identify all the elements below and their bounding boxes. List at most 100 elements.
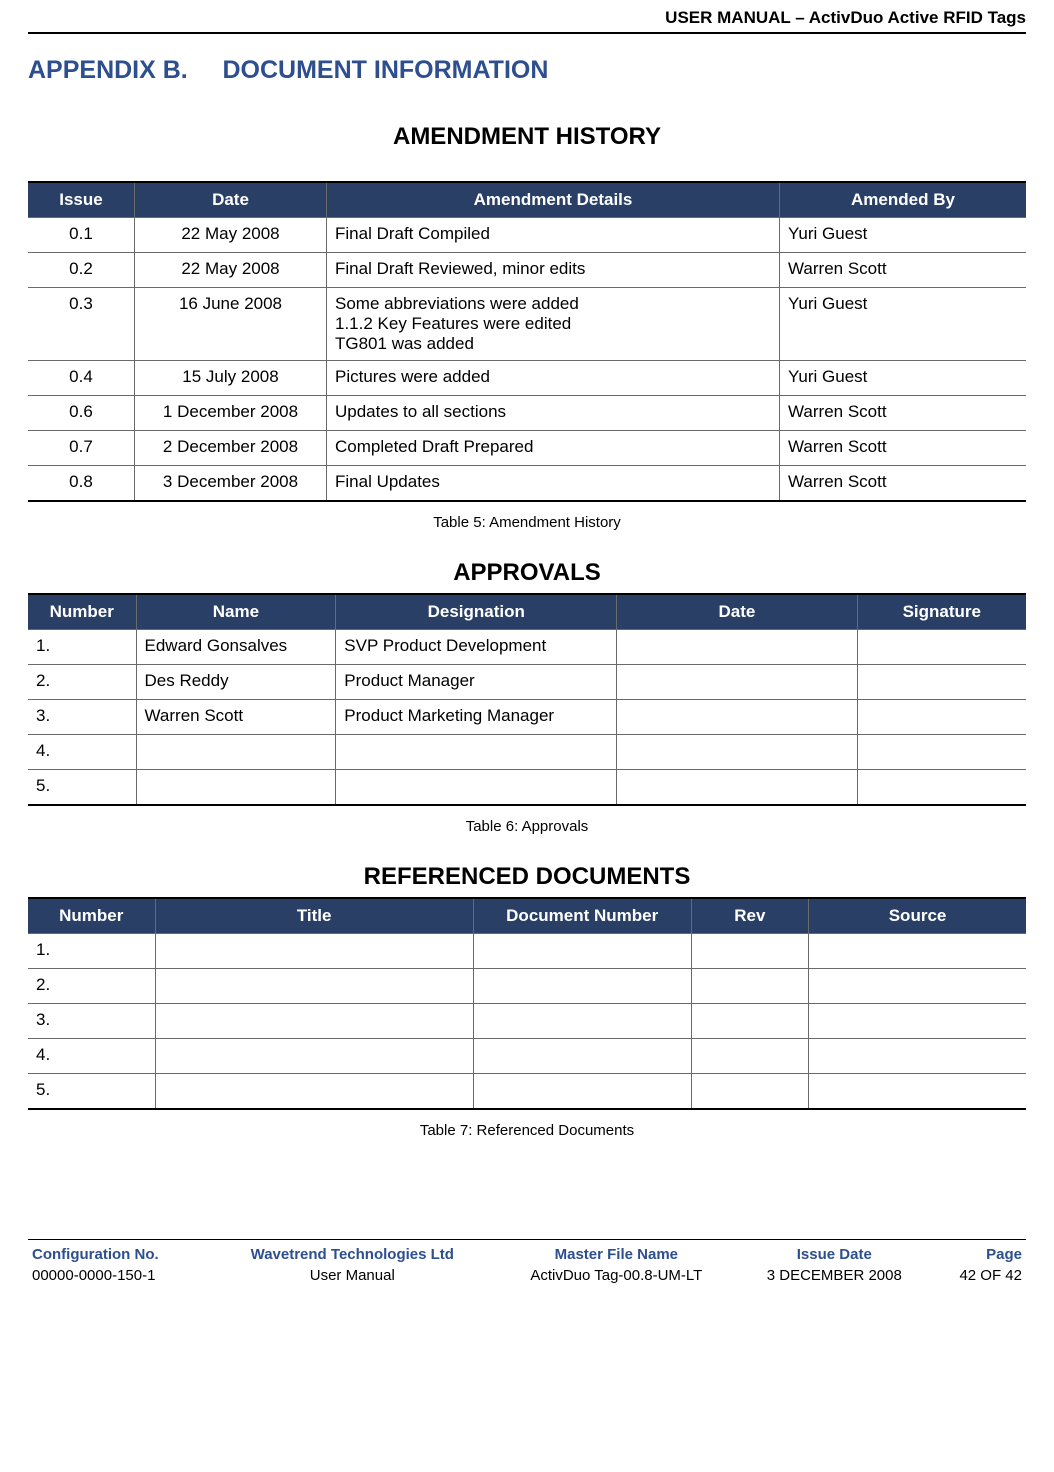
approvals-table: Number Name Designation Date Signature 1… (28, 593, 1026, 806)
cell-name (136, 770, 336, 806)
table-row: 2.Des ReddyProduct Manager (28, 665, 1026, 700)
cell-number: 4. (28, 735, 136, 770)
cell-number: 2. (28, 665, 136, 700)
cell-number: 5. (28, 770, 136, 806)
table-row: 5. (28, 1074, 1026, 1110)
cell-number: 3. (28, 700, 136, 735)
col-date: Date (617, 594, 857, 630)
cell-name (136, 735, 336, 770)
col-number: Number (28, 594, 136, 630)
footer-label-page: Page (931, 1244, 1026, 1265)
footer-values-row: 00000-0000-150-1 User Manual ActivDuo Ta… (28, 1265, 1026, 1286)
footer-label-company: Wavetrend Technologies Ltd (210, 1244, 495, 1265)
referenced-caption: Table 7: Referenced Documents (28, 1122, 1026, 1139)
col-signature: Signature (857, 594, 1026, 630)
col-title: Title (155, 898, 473, 934)
cell-rev (691, 934, 808, 969)
table-row: 0.222 May 2008Final Draft Reviewed, mino… (28, 253, 1026, 288)
cell-date: 16 June 2008 (135, 288, 327, 361)
footer-value-master: ActivDuo Tag-00.8-UM-LT (495, 1265, 738, 1286)
footer-table: Configuration No. Wavetrend Technologies… (28, 1244, 1026, 1286)
table-row: 0.415 July 2008Pictures were addedYuri G… (28, 361, 1026, 396)
col-docnum: Document Number (473, 898, 691, 934)
table-row: 2. (28, 969, 1026, 1004)
cell-details: Pictures were added (327, 361, 780, 396)
cell-title (155, 1039, 473, 1074)
cell-name: Edward Gonsalves (136, 630, 336, 665)
cell-rev (691, 1004, 808, 1039)
cell-date: 22 May 2008 (135, 218, 327, 253)
footer-value-issue-date: 3 DECEMBER 2008 (738, 1265, 931, 1286)
cell-by: Warren Scott (780, 466, 1027, 502)
col-source: Source (809, 898, 1026, 934)
cell-designation: Product Marketing Manager (336, 700, 617, 735)
cell-issue: 0.4 (28, 361, 135, 396)
col-rev: Rev (691, 898, 808, 934)
cell-signature (857, 630, 1026, 665)
cell-number: 3. (28, 1004, 155, 1039)
cell-date: 2 December 2008 (135, 431, 327, 466)
cell-by: Yuri Guest (780, 288, 1027, 361)
cell-date (617, 665, 857, 700)
table-row: 0.83 December 2008Final UpdatesWarren Sc… (28, 466, 1026, 502)
cell-designation: SVP Product Development (336, 630, 617, 665)
col-by: Amended By (780, 182, 1027, 218)
cell-title (155, 969, 473, 1004)
cell-by: Warren Scott (780, 253, 1027, 288)
footer-value-page: 42 OF 42 (931, 1265, 1026, 1286)
col-date: Date (135, 182, 327, 218)
table-row: 0.316 June 2008Some abbreviations were a… (28, 288, 1026, 361)
cell-details: Some abbreviations were added 1.1.2 Key … (327, 288, 780, 361)
cell-date: 1 December 2008 (135, 396, 327, 431)
running-header: USER MANUAL – ActivDuo Active RFID Tags (28, 0, 1026, 32)
cell-docnum (473, 969, 691, 1004)
table-header-row: Issue Date Amendment Details Amended By (28, 182, 1026, 218)
cell-title (155, 1004, 473, 1039)
footer-labels-row: Configuration No. Wavetrend Technologies… (28, 1244, 1026, 1265)
col-name: Name (136, 594, 336, 630)
cell-source (809, 969, 1026, 1004)
cell-details: Final Draft Compiled (327, 218, 780, 253)
table-row: 1. (28, 934, 1026, 969)
appendix-text: DOCUMENT INFORMATION (223, 56, 549, 84)
cell-designation (336, 735, 617, 770)
referenced-heading: REFERENCED DOCUMENTS (28, 863, 1026, 891)
cell-number: 2. (28, 969, 155, 1004)
cell-source (809, 1039, 1026, 1074)
cell-source (809, 1004, 1026, 1039)
cell-date: 15 July 2008 (135, 361, 327, 396)
cell-issue: 0.7 (28, 431, 135, 466)
table-row: 0.72 December 2008Completed Draft Prepar… (28, 431, 1026, 466)
amendment-caption: Table 5: Amendment History (28, 514, 1026, 531)
cell-issue: 0.1 (28, 218, 135, 253)
table-row: 0.122 May 2008Final Draft CompiledYuri G… (28, 218, 1026, 253)
cell-issue: 0.8 (28, 466, 135, 502)
cell-signature (857, 735, 1026, 770)
cell-issue: 0.3 (28, 288, 135, 361)
table-row: 0.61 December 2008Updates to all section… (28, 396, 1026, 431)
cell-docnum (473, 1074, 691, 1110)
header-rule (28, 32, 1026, 34)
col-designation: Designation (336, 594, 617, 630)
cell-date (617, 700, 857, 735)
cell-issue: 0.6 (28, 396, 135, 431)
cell-number: 1. (28, 934, 155, 969)
cell-details: Completed Draft Prepared (327, 431, 780, 466)
cell-designation: Product Manager (336, 665, 617, 700)
appendix-label: APPENDIX B. (28, 56, 188, 84)
cell-name: Des Reddy (136, 665, 336, 700)
col-issue: Issue (28, 182, 135, 218)
cell-title (155, 934, 473, 969)
cell-title (155, 1074, 473, 1110)
table-row: 3. (28, 1004, 1026, 1039)
cell-by: Warren Scott (780, 396, 1027, 431)
document-page: USER MANUAL – ActivDuo Active RFID Tags … (0, 0, 1054, 1286)
table-header-row: Number Title Document Number Rev Source (28, 898, 1026, 934)
footer-value-company: User Manual (210, 1265, 495, 1286)
cell-by: Yuri Guest (780, 218, 1027, 253)
cell-date (617, 735, 857, 770)
table-header-row: Number Name Designation Date Signature (28, 594, 1026, 630)
cell-by: Yuri Guest (780, 361, 1027, 396)
cell-date (617, 770, 857, 806)
page-footer: Configuration No. Wavetrend Technologies… (28, 1239, 1026, 1286)
